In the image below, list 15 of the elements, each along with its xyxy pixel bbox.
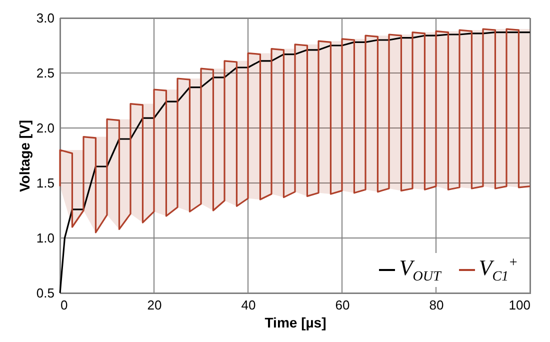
legend-label: V$_{OUT}$ xyxy=(399,254,441,285)
x-tick-label: 20 xyxy=(147,298,162,312)
y-tick-label: 3.0 xyxy=(36,10,54,26)
x-tick-label: 100 xyxy=(508,298,530,312)
y-tick-label: 2.5 xyxy=(36,66,54,80)
x-tick-label: 40 xyxy=(241,298,256,312)
y-tick-label: 2.0 xyxy=(36,120,54,136)
y-tick-label: 1.5 xyxy=(36,176,54,190)
y-axis-title: Voltage [V] xyxy=(16,120,32,192)
x-tick-label: 80 xyxy=(429,298,444,312)
x-tick-label: 0 xyxy=(60,298,68,312)
y-tick-label: 1.0 xyxy=(36,230,54,246)
y-tick-label: 0.5 xyxy=(36,286,54,300)
x-axis-title: Time [µs] xyxy=(264,314,326,330)
x-tick-label: 60 xyxy=(335,298,350,312)
